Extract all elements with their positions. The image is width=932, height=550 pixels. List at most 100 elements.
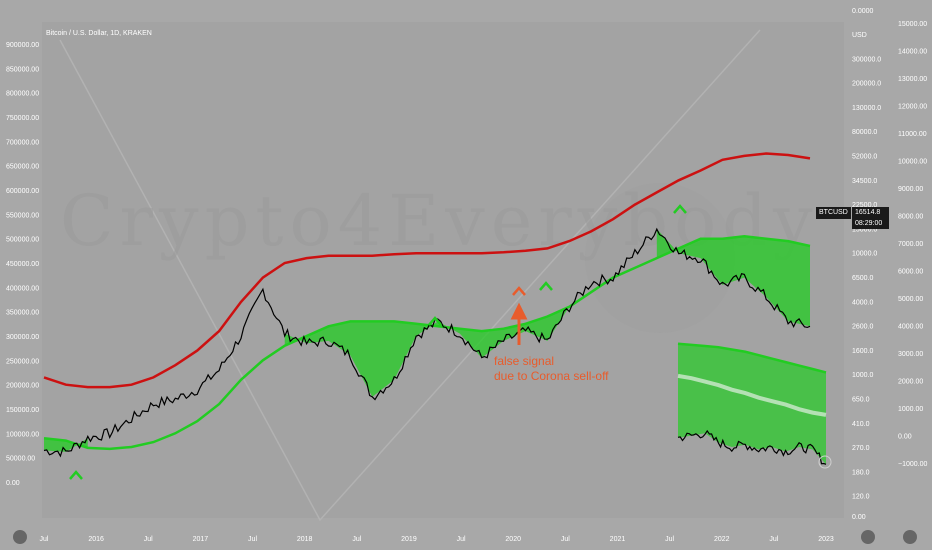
log-y-tick-label: 52000.0 [852,154,877,161]
buy-signal-marker [428,316,442,326]
log-y-tick-label: 300000.0 [852,56,881,63]
series-layer [43,152,811,458]
y-tick-label: 500000.00 [6,237,39,244]
x-tick-label: 2017 [193,536,209,543]
osc-y-tick-label: 12000.00 [898,104,927,111]
log-axis-top-value: 0.0000 [852,8,874,15]
osc-y-tick-label: 1000.00 [898,406,923,413]
log-y-tick-label: 180.0 [852,469,870,476]
osc-y-tick-label: 15000.00 [898,21,927,28]
x-tick-label: 2016 [88,536,104,543]
y-tick-label: 850000.00 [6,66,39,73]
chart-title: Bitcoin / U.S. Dollar, 1D, KRAKEN [46,30,152,37]
inset-zoom [677,342,827,465]
osc-y-tick-label: 6000.00 [898,269,923,276]
axis-scale-handle-right[interactable] [903,530,917,544]
false-signal-annotation: false signal due to Corona sell-off [494,354,609,384]
time-axis[interactable]: Jul 2016 Jul 2017 Jul 2018 Jul 2019 Jul 2020 Jul 20… [40,536,834,543]
osc-y-tick-label: 5000.00 [898,296,923,303]
log-y-tick-label: 120.0 [852,494,870,501]
osc-y-tick-label: 14000.00 [898,49,927,56]
log-y-tick-label: 1000.0 [852,372,874,379]
x-tick-label: 2018 [297,536,313,543]
y-tick-label: 600000.00 [6,188,39,195]
y-tick-label: 200000.00 [6,383,39,390]
y-tick-label: 900000.00 [6,42,39,49]
symbol-label: BTCUSD [816,207,851,219]
log-axis-bottom-value: 0.00 [852,514,866,521]
osc-y-tick-label: 8000.00 [898,214,923,221]
osc-y-tick-label: 9000.00 [898,186,923,193]
y-tick-label: 250000.00 [6,358,39,365]
log-y-tick-label: 6500.0 [852,275,874,282]
x-tick-label: 2022 [714,536,730,543]
inset-fill [678,343,826,465]
x-tick-label: Jul [248,536,257,543]
last-price-label: 16514.8 [852,207,889,219]
inset-price-line [677,429,827,465]
signal-markers [69,204,687,480]
left-price-axis[interactable]: 900000.00 850000.00 800000.00 750000.00 7000… [6,42,39,487]
log-y-tick-label: 34500.0 [852,178,877,185]
right-oscillator-axis[interactable]: 15000.00 14000.00 13000.00 12000.00 11000.00… [898,21,927,468]
log-y-tick-label: 10000.0 [852,251,877,258]
osc-y-tick-label: 3000.00 [898,351,923,358]
lower-band-line [43,234,811,451]
y-tick-label: 100000.00 [6,431,39,438]
annotation-line-1: false signal [494,354,555,368]
last-point-marker [818,455,832,469]
below-band-fill [44,228,810,452]
false-signal-arrow [510,302,528,345]
buy-signal-marker [69,470,83,480]
x-tick-label: Jul [665,536,674,543]
log-y-tick-label: 22500.0 [852,202,877,209]
x-tick-label: Jul [561,536,570,543]
osc-y-tick-label: 2000.00 [898,379,923,386]
log-y-tick-label: 1600.0 [852,348,874,355]
y-tick-label: 0.00 [6,480,20,487]
y-tick-label: 650000.00 [6,164,39,171]
y-tick-label: 350000.00 [6,310,39,317]
axis-scale-handle[interactable] [861,530,875,544]
y-tick-label: 550000.00 [6,212,39,219]
inset-lower-band [677,342,827,374]
bar-countdown: 08:29:00 [852,219,889,229]
osc-y-tick-label: −1000.00 [898,461,927,468]
osc-y-tick-label: 7000.00 [898,241,923,248]
x-tick-label: Jul [40,536,49,543]
osc-y-tick-label: 4000.00 [898,324,923,331]
log-y-tick-label: 130000.0 [852,105,881,112]
inset-fast-average [677,373,827,417]
price-line [43,227,811,458]
y-tick-label: 400000.00 [6,285,39,292]
x-tick-label: 2020 [505,536,521,543]
osc-y-tick-label: 11000.00 [898,131,927,138]
osc-y-tick-label: 13000.00 [898,76,927,83]
y-tick-label: 700000.00 [6,139,39,146]
log-y-tick-label: 2600.0 [852,324,874,331]
x-tick-label: 2023 [818,536,834,543]
y-tick-label: 450000.00 [6,261,39,268]
log-y-tick-label: 80000.0 [852,129,877,136]
y-tick-label: 300000.00 [6,334,39,341]
log-y-tick-label: 650.0 [852,397,870,404]
log-y-tick-label: 200000.0 [852,81,881,88]
x-tick-label: Jul [352,536,361,543]
osc-y-tick-label: 0.00 [898,434,912,441]
log-y-tick-label: 15000.0 [852,226,877,233]
log-y-tick-label: 4000.0 [852,299,874,306]
x-tick-label: 2021 [610,536,626,543]
upper-band-line [43,152,811,389]
buy-signal-marker [539,281,553,291]
y-tick-label: 150000.00 [6,407,39,414]
log-price-axis[interactable]: 0.0000 USD 300000.0 200000.0 130000.0 80000.0… [852,8,881,521]
x-tick-label: Jul [457,536,466,543]
annotation-line-2: due to Corona sell-off [494,369,609,383]
trend-lines [59,29,761,522]
log-y-tick-label: USD [852,32,867,39]
buy-signal-marker [673,204,687,214]
time-scroll-handle[interactable] [13,530,27,544]
price-tag: BTCUSD 16514.8 08:29:00 [816,207,889,229]
y-tick-label: 50000.00 [6,456,35,463]
